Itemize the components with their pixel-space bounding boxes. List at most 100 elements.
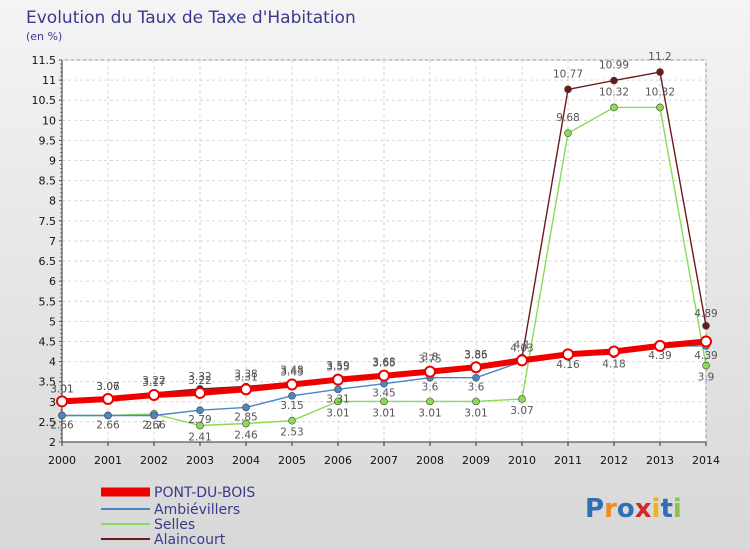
data-label: 3.01: [50, 383, 73, 395]
data-label: 2.46: [234, 430, 258, 442]
data-label: 2.79: [188, 414, 211, 426]
data-point: [564, 85, 572, 94]
data-label: 3.22: [188, 375, 211, 387]
data-point: [470, 361, 482, 374]
data-label: 2.66: [50, 419, 74, 431]
data-label: 4.89: [694, 308, 717, 320]
data-label: 3.75: [418, 354, 441, 366]
x-tick-label: 2004: [232, 454, 260, 467]
y-tick-label: 7: [49, 235, 56, 248]
data-label: 3.01: [50, 383, 73, 395]
data-point: [656, 68, 664, 76]
series-group: [56, 68, 712, 430]
y-tick-label: 5: [49, 315, 56, 328]
data-point: [654, 339, 666, 352]
y-tick-label: 8: [49, 195, 56, 208]
brand-letter: i: [652, 494, 661, 524]
data-label: 3.31: [326, 393, 349, 405]
data-labels: 3.01 3.07 3.17 3.22 3.31 3.43 3.55 3.65 3.75 3.86…: [50, 51, 717, 443]
data-label: 4.39: [694, 350, 717, 362]
brand-logo: Proxiti: [585, 494, 682, 524]
y-tick-label: 9.5: [39, 134, 57, 147]
data-label: 4.1: [514, 340, 531, 352]
data-label: 3.55: [326, 362, 349, 374]
x-tick-label: 2014: [692, 454, 720, 467]
grid: [61, 59, 707, 443]
data-point: [240, 383, 252, 396]
brand-letter: x: [635, 494, 652, 524]
data-label: 2.7: [146, 420, 163, 432]
data-label: 3.32: [188, 371, 211, 383]
data-label: 3.86: [464, 349, 488, 361]
data-label: 2.66: [142, 419, 166, 431]
data-label: 3.01: [464, 407, 487, 419]
data-point: [424, 365, 436, 378]
x-tick-label: 2009: [462, 454, 490, 467]
data-label: 11.2: [648, 51, 671, 63]
y-tick-label: 3: [49, 396, 56, 409]
x-tick-label: 2006: [324, 454, 352, 467]
x-tick-label: 2010: [508, 454, 536, 467]
legend-label-0: PONT-DU-BOIS: [154, 485, 255, 501]
y-tick-label: 11.5: [32, 54, 57, 67]
data-point: [610, 103, 618, 112]
data-point: [700, 335, 712, 348]
x-tick-label: 2011: [554, 454, 582, 467]
data-label: 4.39: [648, 350, 671, 362]
data-point: [56, 395, 68, 408]
data-point: [334, 397, 342, 406]
data-label: 3.48: [280, 364, 303, 376]
data-point: [332, 373, 344, 386]
x-tick-label: 2012: [600, 454, 628, 467]
data-point: [610, 76, 618, 85]
y-tick-label: 8.5: [39, 175, 57, 188]
brand-letter: o: [617, 494, 635, 524]
y-tick-label: 10.5: [32, 94, 57, 107]
data-label: 4.16: [556, 359, 580, 371]
data-point: [288, 391, 296, 400]
data-point: [472, 397, 480, 406]
data-point: [608, 345, 620, 358]
y-tick-label: 4.5: [39, 335, 57, 348]
data-label: 10.99: [599, 60, 629, 72]
data-label: 2.85: [234, 411, 257, 423]
brand-letter: r: [604, 494, 617, 524]
brand-logo-text: Proxiti: [585, 494, 682, 524]
data-point: [656, 103, 664, 112]
data-point: [150, 411, 158, 420]
data-point: [380, 397, 388, 406]
chart-title: Evolution du Taux de Taxe d'Habitation: [26, 8, 356, 28]
x-tick-label: 2003: [186, 454, 214, 467]
data-label: 3.45: [372, 388, 395, 400]
data-point: [472, 373, 480, 382]
data-label: 3.43: [280, 366, 303, 378]
x-tick-label: 2002: [140, 454, 168, 467]
data-point: [58, 411, 66, 420]
data-label: 3.85: [464, 350, 487, 362]
data-point: [378, 369, 390, 382]
data-point: [518, 395, 526, 403]
data-point: [196, 406, 204, 415]
y-tick-label: 7.5: [39, 215, 57, 228]
data-point: [194, 386, 206, 399]
data-label: 3.6: [468, 382, 485, 394]
legend-label-1: Ambiévillers: [154, 502, 240, 518]
brand-letter: i: [673, 494, 682, 524]
data-point: [516, 354, 528, 367]
data-label: 2.41: [188, 432, 211, 444]
y-tick-label: 6.5: [39, 255, 57, 268]
data-label: 3.22: [142, 375, 165, 387]
legend-label-2: Selles: [154, 517, 195, 533]
data-label: 3.06: [96, 381, 120, 393]
chart-subtitle: (en %): [26, 30, 62, 43]
data-label: 3.31: [234, 371, 257, 383]
x-tick-label: 2013: [646, 454, 674, 467]
data-point: [196, 421, 204, 430]
data-point: [334, 385, 342, 394]
data-label: 10.32: [599, 86, 629, 98]
data-point: [242, 419, 250, 428]
data-label: 2.53: [280, 427, 303, 439]
data-label: 3.9: [698, 372, 715, 384]
